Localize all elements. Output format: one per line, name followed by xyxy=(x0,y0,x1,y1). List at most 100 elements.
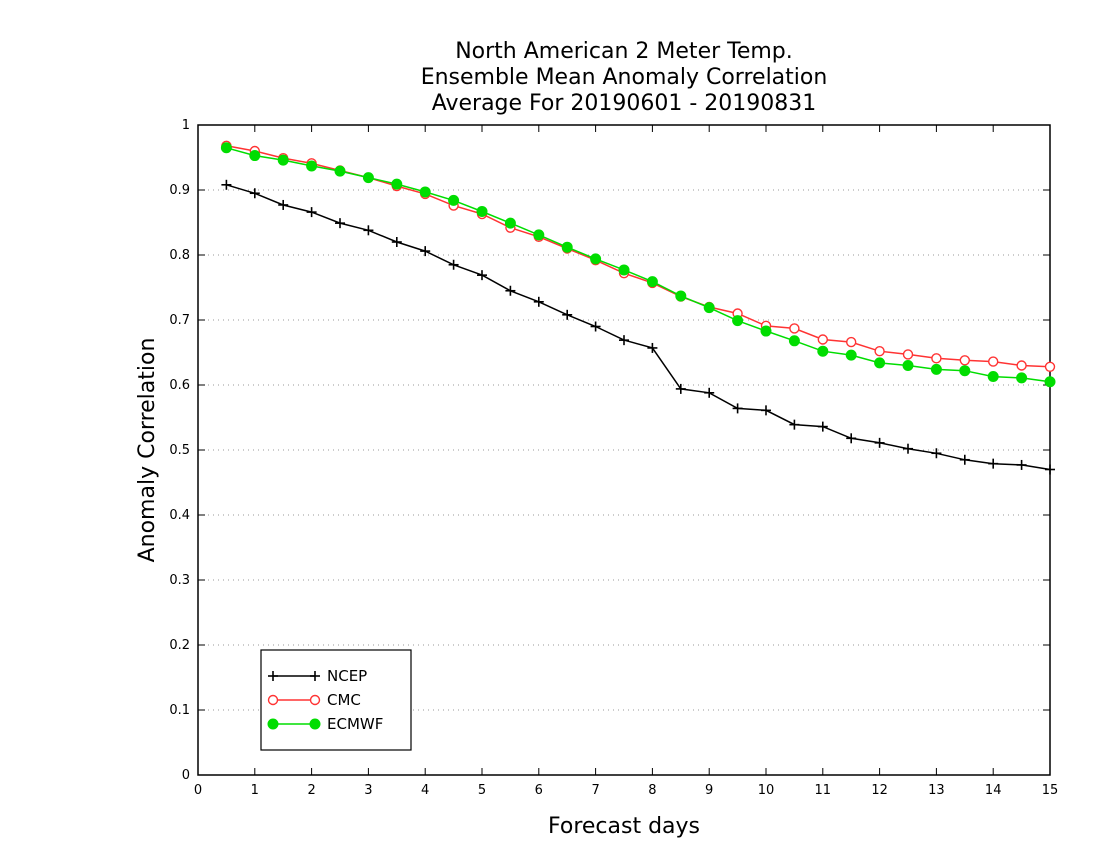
point-ncep xyxy=(619,335,629,346)
legend-marker-cmc xyxy=(267,694,279,706)
point-ecmwf xyxy=(504,217,516,229)
y-tick-label: 0.3 xyxy=(169,573,190,588)
point-ncep xyxy=(1045,464,1055,475)
y-tick-label: 0.2 xyxy=(169,638,190,653)
legend-marker-ncep xyxy=(268,671,278,681)
x-tick-label: 15 xyxy=(1042,783,1059,798)
point-ncep xyxy=(846,433,857,444)
point-ncep xyxy=(732,403,743,414)
y-tick-label: 0.9 xyxy=(169,183,190,198)
point-cmc xyxy=(846,336,857,348)
point-ecmwf xyxy=(874,357,886,369)
y-tick-label: 0.5 xyxy=(169,443,190,458)
legend-entry-cmc: CMC xyxy=(267,691,361,709)
point-ncep xyxy=(221,179,232,190)
point-ecmwf xyxy=(959,365,971,377)
y-tick-label: 0 xyxy=(182,768,190,783)
legend-label-cmc: CMC xyxy=(327,691,361,709)
x-tick-label: 4 xyxy=(421,783,429,798)
x-tick-label: 6 xyxy=(535,783,543,798)
point-ecmwf xyxy=(1016,372,1028,384)
point-ecmwf xyxy=(703,302,715,314)
x-tick-label: 0 xyxy=(194,783,202,798)
point-ecmwf xyxy=(788,335,800,347)
point-cmc xyxy=(874,346,885,357)
series-layer xyxy=(220,140,1056,475)
point-ecmwf xyxy=(561,241,573,253)
point-ecmwf xyxy=(533,229,545,241)
series-line-cmc xyxy=(226,145,1051,368)
point-ecmwf xyxy=(817,345,829,357)
point-ecmwf xyxy=(448,194,460,206)
point-ecmwf xyxy=(902,360,914,371)
point-ecmwf xyxy=(419,186,431,198)
x-tick-label: 12 xyxy=(871,783,888,798)
y-axis-label: Anomaly Correlation xyxy=(135,338,160,563)
series-line-ncep xyxy=(226,184,1051,471)
point-ncep xyxy=(959,454,970,465)
point-ncep xyxy=(1016,459,1027,470)
point-ecmwf xyxy=(646,276,658,288)
x-tick-label: 1 xyxy=(251,783,259,798)
point-ncep xyxy=(903,443,913,454)
point-ecmwf xyxy=(732,315,744,327)
point-ecmwf xyxy=(845,349,857,361)
chart-title-line-2: Ensemble Mean Anomaly Correlation xyxy=(421,65,828,90)
point-ecmwf xyxy=(675,290,687,302)
legend-marker-ncep xyxy=(310,671,320,681)
series-line-ecmwf xyxy=(226,147,1051,383)
point-ecmwf xyxy=(476,205,488,217)
x-tick-label: 11 xyxy=(815,783,832,798)
point-cmc xyxy=(902,349,914,360)
legend-entry-ecmwf: ECMWF xyxy=(267,715,383,733)
point-cmc xyxy=(789,323,800,334)
point-cmc xyxy=(959,355,970,366)
chart-title-line-3: Average For 20190601 - 20190831 xyxy=(432,91,817,116)
x-tick-label: 2 xyxy=(307,783,315,798)
point-ecmwf xyxy=(930,363,942,375)
legend-marker-ecmwf xyxy=(267,718,279,730)
x-axis-label: Forecast days xyxy=(548,814,700,839)
point-ncep xyxy=(789,419,800,430)
legend: NCEP CMC ECMWF xyxy=(260,649,412,751)
point-cmc xyxy=(817,334,828,345)
x-tick-label: 14 xyxy=(985,783,1002,798)
point-ncep xyxy=(704,387,715,398)
x-tick-label: 3 xyxy=(364,783,372,798)
point-ecmwf xyxy=(391,178,403,190)
point-ncep xyxy=(562,309,573,320)
point-ncep xyxy=(590,321,601,332)
y-tick-label: 0.6 xyxy=(169,378,190,393)
x-tick-label: 5 xyxy=(478,783,486,798)
point-ecmwf xyxy=(249,150,261,162)
point-ecmwf xyxy=(1044,376,1056,388)
point-ecmwf xyxy=(362,172,374,184)
y-tick-label: 0.7 xyxy=(169,313,190,328)
point-ncep xyxy=(647,342,658,353)
point-ncep xyxy=(675,383,686,394)
point-ncep xyxy=(420,246,431,257)
x-tick-label: 8 xyxy=(648,783,656,798)
point-ncep xyxy=(505,285,516,296)
point-ncep xyxy=(278,199,289,210)
point-ecmwf xyxy=(277,154,289,166)
point-ncep xyxy=(391,237,402,247)
point-cmc xyxy=(988,356,999,367)
point-ncep xyxy=(363,225,374,236)
legend-marker-cmc xyxy=(309,694,321,706)
x-tick-label: 10 xyxy=(758,783,775,798)
point-ncep xyxy=(477,270,487,281)
legend-label-ncep: NCEP xyxy=(327,667,367,685)
chart-title-line-1: North American 2 Meter Temp. xyxy=(455,39,793,64)
series-ncep xyxy=(221,179,1055,475)
point-ncep xyxy=(874,437,885,448)
y-tick-label: 0.8 xyxy=(169,248,190,263)
point-ecmwf xyxy=(220,142,232,154)
point-ncep xyxy=(335,218,345,229)
x-tick-label: 13 xyxy=(928,783,945,798)
point-ecmwf xyxy=(987,371,999,383)
point-ncep xyxy=(817,421,828,432)
point-ecmwf xyxy=(618,264,630,276)
point-ncep xyxy=(448,259,459,270)
legend-entry-ncep: NCEP xyxy=(268,667,367,685)
